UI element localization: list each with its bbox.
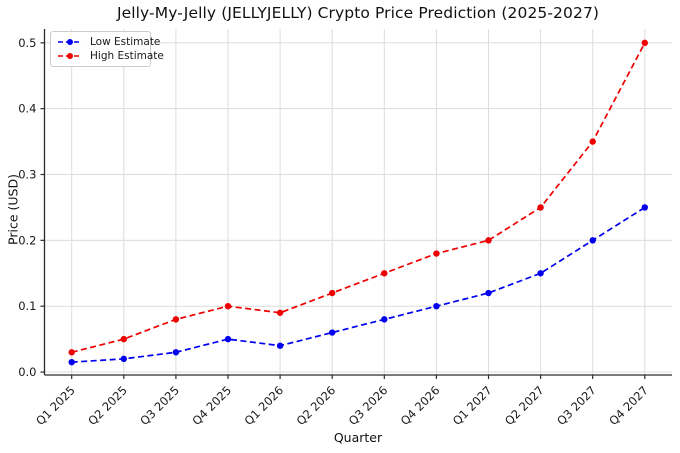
data-point-marker — [537, 270, 544, 277]
data-point-marker — [589, 138, 596, 145]
y-tick-label: 0.1 — [18, 299, 36, 313]
x-tick-label: Q3 2026 — [346, 383, 391, 428]
y-tick-label: 0.0 — [18, 365, 36, 379]
data-point-marker — [381, 316, 388, 323]
x-axis-label: Quarter — [333, 430, 383, 445]
low-estimate-line-sample-icon — [58, 38, 82, 45]
data-point-marker — [120, 335, 128, 343]
data-point-marker — [68, 358, 75, 366]
x-tick-label: Q4 2026 — [398, 383, 443, 428]
legend-item-high-estimate: High Estimate — [57, 49, 164, 63]
y-tick-label: 0.5 — [18, 36, 36, 50]
data-point-marker — [381, 270, 388, 277]
x-tick-label: Q4 2025 — [189, 383, 234, 428]
x-tick-label: Q3 2025 — [137, 383, 182, 428]
y-tick-label: 0.2 — [18, 233, 36, 247]
data-point-marker — [276, 309, 284, 316]
data-point-marker — [641, 39, 648, 47]
data-point-marker — [433, 250, 440, 257]
x-tick-label: Q1 2025 — [33, 383, 78, 428]
data-point-marker — [485, 289, 492, 297]
data-point-marker — [224, 335, 232, 343]
data-point-marker — [276, 342, 284, 349]
data-point-marker — [329, 329, 336, 336]
series-line-low-estimate — [71, 206, 646, 364]
series-line-high-estimate — [71, 42, 646, 354]
data-point-marker — [589, 237, 596, 244]
data-point-marker — [329, 289, 336, 297]
x-tick-label: Q4 2027 — [606, 383, 651, 428]
data-point-marker — [485, 237, 492, 244]
data-point-marker — [224, 302, 232, 310]
legend-label-high-estimate: High Estimate — [90, 50, 164, 63]
chart-title: Jelly-My-Jelly (JELLYJELLY) Crypto Price… — [116, 4, 600, 22]
data-point-marker — [120, 355, 128, 363]
legend: Low Estimate High Estimate — [50, 31, 164, 67]
x-tick-label: Q3 2027 — [554, 383, 599, 428]
x-tick-label: Q1 2027 — [450, 383, 495, 428]
x-tick-label: Q2 2027 — [502, 383, 547, 428]
data-point-marker — [433, 302, 440, 310]
legend-item-low-estimate: Low Estimate — [57, 35, 160, 49]
data-point-marker — [641, 204, 648, 211]
legend-label-low-estimate: Low Estimate — [90, 35, 161, 48]
data-point-marker — [537, 204, 544, 211]
data-point-marker — [68, 349, 75, 356]
high-estimate-line-sample-icon — [58, 53, 82, 60]
x-tick-label: Q2 2025 — [85, 383, 130, 428]
data-point-marker — [172, 316, 180, 323]
data-point-marker — [172, 349, 180, 356]
x-tick-label: Q2 2026 — [294, 383, 339, 428]
x-tick-label: Q1 2026 — [241, 383, 286, 428]
y-tick-label: 0.4 — [18, 102, 36, 116]
y-tick-label: 0.3 — [18, 168, 36, 182]
